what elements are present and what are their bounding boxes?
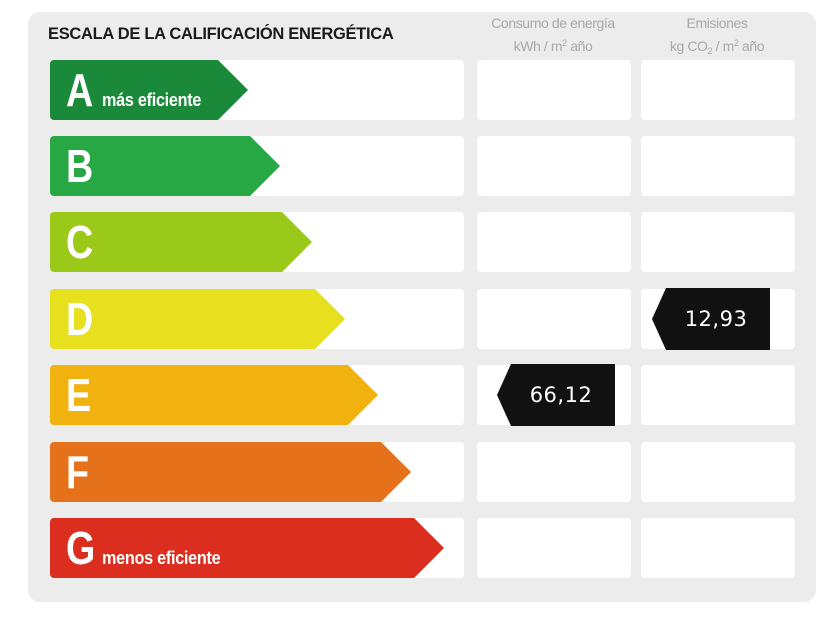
consumo-cell xyxy=(477,212,631,272)
emisiones-header-line1: Emisiones xyxy=(686,15,748,31)
emisiones-cell xyxy=(641,60,795,120)
emisiones-cell xyxy=(641,212,795,272)
class-arrow-c: C xyxy=(50,212,312,272)
consumo-cell xyxy=(477,60,631,120)
class-arrow-e: E xyxy=(50,365,378,425)
class-note: menos eficiente xyxy=(102,548,221,568)
consumo-rating-tag: 66,12 xyxy=(497,364,615,426)
consumo-cell xyxy=(477,289,631,349)
class-arrow-b: B xyxy=(50,136,280,196)
class-arrow-f: F xyxy=(50,442,411,502)
consumo-cell xyxy=(477,518,631,578)
emisiones-cell xyxy=(641,136,795,196)
class-arrow-d: D xyxy=(50,289,345,349)
column-header-consumo: Consumo de energía kWh / m2 año xyxy=(474,13,632,56)
class-letter: B xyxy=(66,140,94,192)
class-letter: G xyxy=(66,522,96,574)
class-letter: D xyxy=(66,293,94,345)
class-letter: E xyxy=(66,369,92,421)
consumo-header-line2: kWh / m2 año xyxy=(513,38,593,54)
emisiones-cell xyxy=(641,442,795,502)
consumo-cell xyxy=(477,136,631,196)
column-header-emisiones: Emisiones kg CO2 / m2 año xyxy=(638,13,796,61)
class-note: más eficiente xyxy=(102,90,202,110)
emisiones-cell xyxy=(641,365,795,425)
consumo-cell xyxy=(477,442,631,502)
class-letter: A xyxy=(66,64,94,116)
class-letter: C xyxy=(66,216,94,268)
class-letter: F xyxy=(66,446,90,498)
emisiones-header-line2: kg CO2 / m2 año xyxy=(669,38,765,56)
label-title: ESCALA DE LA CALIFICACIÓN ENERGÉTICA xyxy=(48,25,394,43)
emisiones-rating-tag: 12,93 xyxy=(652,288,770,350)
emisiones-cell xyxy=(641,518,795,578)
consumo-header-line1: Consumo de energía xyxy=(491,15,615,31)
